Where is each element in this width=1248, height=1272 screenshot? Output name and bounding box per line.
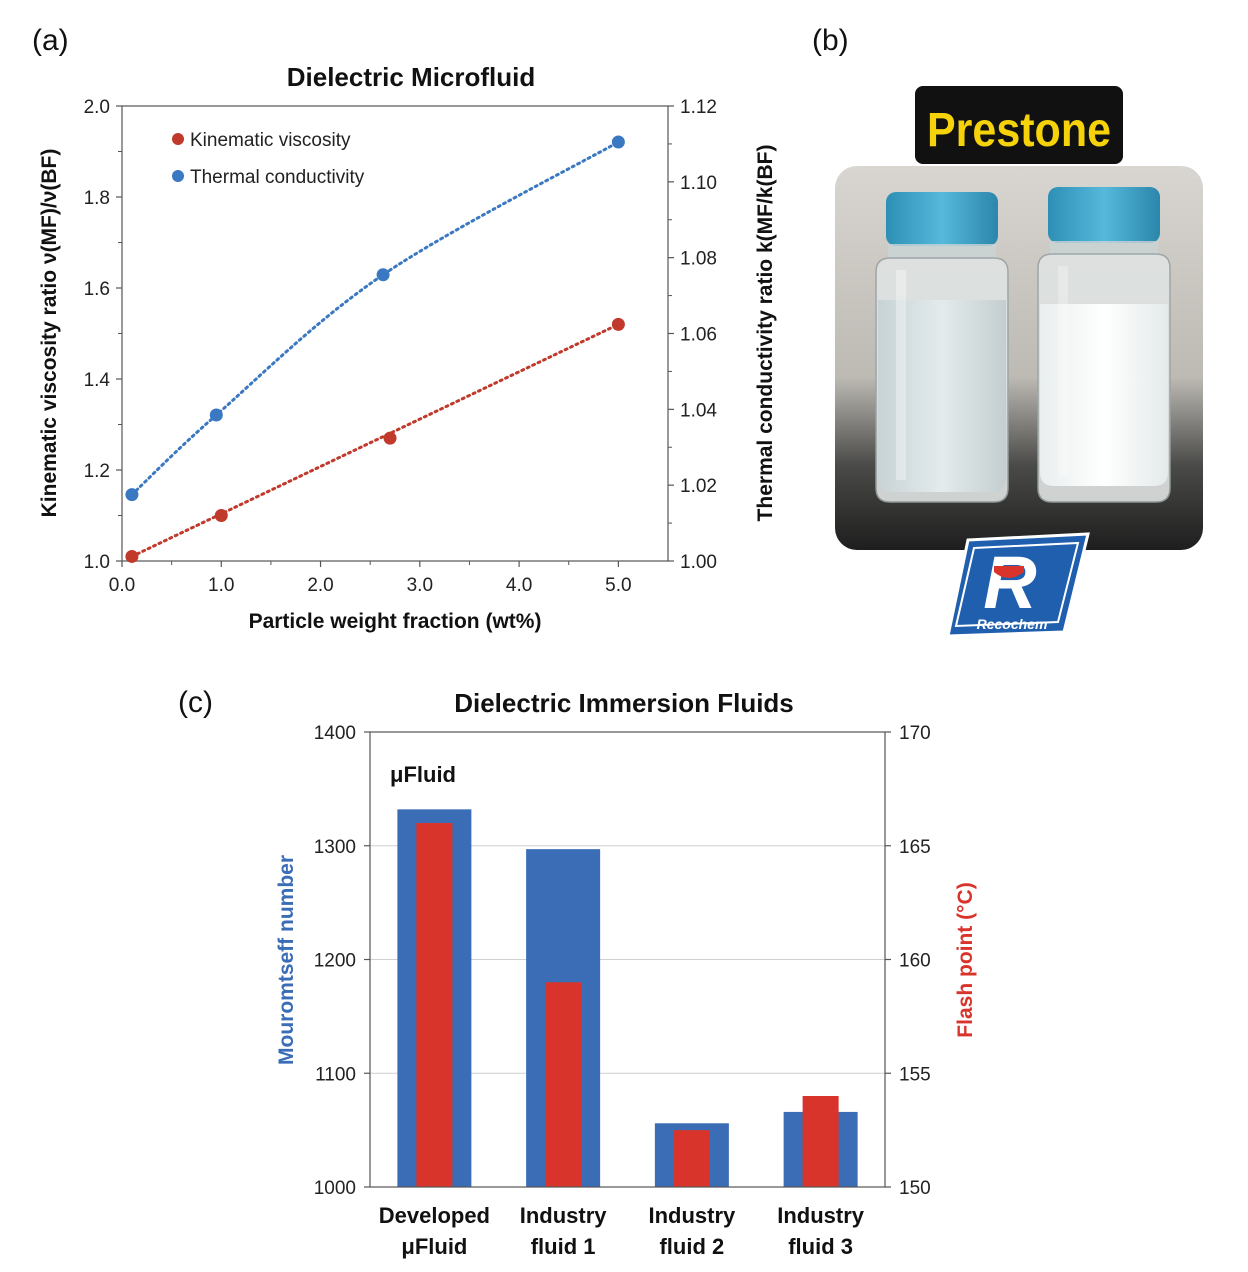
panel-label-a: (a) [32,24,69,57]
vial-right-cap [1048,187,1160,243]
chart-a-point-viscosity [125,549,139,563]
chart-a-y-tick-label: 1.4 [84,370,111,391]
chart-a-x-tick-label: 4.0 [506,575,532,596]
chart-a-trendline-1 [130,140,620,497]
chart-c-y2-tick-label: 150 [899,1178,931,1199]
recochem-logo-shape [946,532,1090,638]
legend-label-conductivity: Thermal conductivity [190,167,365,188]
bar-flash-point [802,1096,839,1187]
vials-photo: Prestone R Recochem [835,86,1203,638]
chart-c-annotation: μFluid [390,762,456,787]
chart-a-x-tick-label: 0.0 [109,575,135,596]
chart-a-x-tick-label: 3.0 [407,575,433,596]
recochem-logo-mark: R [983,541,1036,624]
chart-c-category-label: Industry [777,1203,865,1228]
prestone-logo-text: Prestone [927,104,1111,157]
chart-c-y-axis-title: Mouromtseff number [275,855,298,1065]
chart-a-y2-tick-label: 1.00 [680,552,717,573]
bar-flash-point [545,982,582,1187]
prestone-logo: Prestone [915,86,1123,164]
bar-flash-point [416,823,453,1187]
chart-c-category-label: fluid 3 [788,1234,853,1259]
immersion-fluids-chart: Dielectric Immersion Fluids 1000 1100 1200… [275,688,977,1259]
chart-a-y2-tick-label: 1.08 [680,249,717,270]
chart-c-category-label: fluid 2 [659,1234,724,1259]
chart-c-y2-tick-label: 170 [899,723,931,744]
chart-c-category-label: Industry [520,1203,608,1228]
panel-label-c: (c) [178,686,213,719]
chart-a-point-viscosity [383,431,397,445]
chart-a-y-tick-label: 1.0 [84,552,110,573]
chart-a-y2-tick-label: 1.04 [680,400,717,421]
chart-c-y2-axis-title: Flash point (°C) [954,882,977,1037]
chart-a-x-axis-title: Particle weight fraction (wt%) [249,610,542,633]
chart-a-point-conductivity [611,135,625,149]
chart-a-point-conductivity [376,268,390,282]
vial-right-fluid [1040,304,1168,486]
chart-c-y-tick-label: 1300 [314,837,356,858]
vial-left-cap [886,192,998,246]
legend-marker-viscosity [172,133,184,145]
chart-c-y2-tick-label: 155 [899,1064,931,1085]
chart-a-y-tick-label: 2.0 [84,97,110,118]
chart-c-category-label: Developed [379,1203,490,1228]
chart-c-y-tick-label: 1000 [314,1178,356,1199]
chart-a-legend: Kinematic viscosity Thermal conductivity [172,130,365,188]
chart-c-y2-tick-label: 165 [899,837,931,858]
legend-label-viscosity: Kinematic viscosity [190,130,351,151]
chart-a-point-viscosity [611,317,625,331]
chart-a-y2-tick-label: 1.02 [680,476,717,497]
chart-a-y-tick-label: 1.2 [84,461,110,482]
chart-a-y-axis-title: Kinematic viscosity ratio ν(MF)/ν(BF) [38,149,61,518]
chart-a-y2-tick-label: 1.06 [680,325,717,346]
chart-a-point-viscosity [214,509,228,522]
chart-a-trendline-0 [130,322,620,558]
vial-left [875,192,1009,503]
chart-a-title: Dielectric Microfluid [287,62,536,92]
chart-a-x-tick-label: 2.0 [307,575,333,596]
chart-a-y2-axis-title: Thermal conductivity ratio k(MF/k(BF) [754,145,777,522]
chart-a-x-tick-label: 1.0 [208,575,234,596]
viscosity-conductivity-chart: Dielectric Microfluid 0.0 1.0 2.0 3.0 4.0 5.0… [38,62,777,633]
chart-c-title: Dielectric Immersion Fluids [454,688,794,718]
chart-c-y-tick-label: 1400 [314,723,356,744]
chart-c-y-tick-label: 1100 [315,1064,356,1085]
vial-left-fluid [878,300,1006,492]
chart-c-y-tick-label: 1200 [314,951,356,972]
legend-marker-conductivity [172,170,184,182]
chart-a-x-tick-label: 5.0 [605,575,631,596]
chart-a-point-conductivity [125,488,139,502]
chart-c-category-label: fluid 1 [531,1234,596,1259]
recochem-logo-text: Recochem [977,616,1048,632]
chart-a-y-tick-label: 1.6 [84,279,110,300]
recochem-logo: R Recochem [946,532,1090,638]
panel-label-b: (b) [812,24,849,57]
chart-c-category-label: Industry [648,1203,736,1228]
prestone-logo-bg [915,86,1123,164]
chart-a-y2-tick-label: 1.10 [680,173,717,194]
vial-right [1037,187,1171,503]
chart-a-y-tick-label: 1.8 [84,188,110,209]
chart-c-y2-tick-label: 160 [899,951,931,972]
chart-a-point-conductivity [209,408,223,422]
chart-a-y2-tick-label: 1.12 [680,97,717,118]
chart-c-category-label: μFluid [401,1234,467,1259]
bar-flash-point [673,1130,710,1187]
